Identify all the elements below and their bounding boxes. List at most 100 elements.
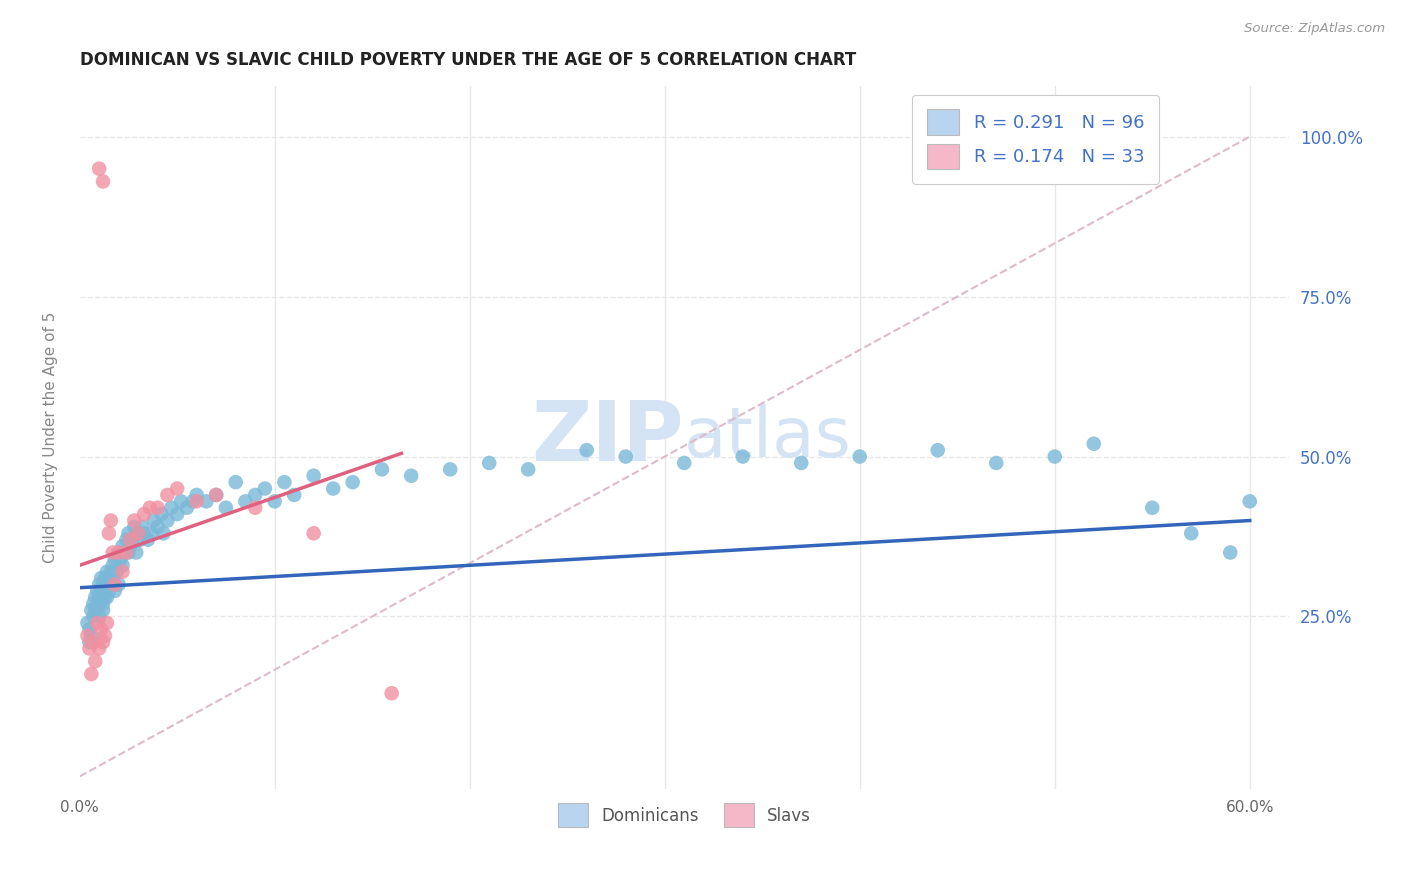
Point	[100, 565, 122, 579]
Point	[181, 494, 204, 508]
Point	[273, 475, 295, 490]
Point	[225, 475, 247, 490]
Point	[104, 583, 127, 598]
Y-axis label: Child Poverty Under the Age of 5: Child Poverty Under the Age of 5	[44, 311, 58, 563]
Point	[731, 450, 754, 464]
Point	[614, 450, 637, 464]
Point	[517, 462, 540, 476]
Point	[84, 591, 107, 605]
Point	[100, 577, 122, 591]
Point	[104, 552, 127, 566]
Point	[96, 577, 118, 591]
Point	[82, 635, 104, 649]
Point	[205, 488, 228, 502]
Point	[96, 615, 118, 630]
Point	[575, 443, 598, 458]
Point	[129, 533, 152, 547]
Point	[86, 583, 108, 598]
Point	[94, 583, 117, 598]
Point	[94, 629, 117, 643]
Point	[82, 609, 104, 624]
Point	[283, 488, 305, 502]
Point	[89, 641, 111, 656]
Point	[136, 533, 159, 547]
Point	[110, 552, 132, 566]
Point	[122, 514, 145, 528]
Point	[439, 462, 461, 476]
Point	[115, 533, 138, 547]
Text: DOMINICAN VS SLAVIC CHILD POVERTY UNDER THE AGE OF 5 CORRELATION CHART: DOMINICAN VS SLAVIC CHILD POVERTY UNDER …	[80, 51, 856, 69]
Point	[790, 456, 813, 470]
Point	[80, 629, 103, 643]
Point	[132, 526, 155, 541]
Text: ZIP: ZIP	[531, 397, 685, 478]
Text: atlas: atlas	[685, 404, 852, 471]
Point	[107, 545, 129, 559]
Point	[91, 174, 114, 188]
Point	[101, 571, 124, 585]
Text: Source: ZipAtlas.com: Source: ZipAtlas.com	[1244, 22, 1385, 36]
Point	[132, 507, 155, 521]
Point	[1180, 526, 1202, 541]
Point	[117, 526, 139, 541]
Point	[342, 475, 364, 490]
Point	[322, 482, 344, 496]
Point	[186, 488, 208, 502]
Point	[1083, 436, 1105, 450]
Point	[139, 500, 162, 515]
Point	[80, 603, 103, 617]
Point	[82, 597, 104, 611]
Point	[170, 494, 193, 508]
Point	[160, 500, 183, 515]
Point	[152, 526, 174, 541]
Point	[89, 591, 111, 605]
Point	[111, 565, 134, 579]
Point	[91, 577, 114, 591]
Point	[176, 500, 198, 515]
Point	[96, 591, 118, 605]
Point	[141, 526, 163, 541]
Point	[125, 545, 148, 559]
Point	[97, 526, 120, 541]
Point	[986, 456, 1008, 470]
Point	[166, 482, 188, 496]
Point	[104, 577, 127, 591]
Point	[96, 565, 118, 579]
Point	[1142, 500, 1164, 515]
Point	[166, 507, 188, 521]
Point	[111, 539, 134, 553]
Point	[107, 545, 129, 559]
Point	[105, 565, 128, 579]
Point	[100, 514, 122, 528]
Point	[253, 482, 276, 496]
Point	[263, 494, 285, 508]
Point	[399, 468, 422, 483]
Point	[84, 603, 107, 617]
Point	[80, 667, 103, 681]
Legend: Dominicans, Slavs: Dominicans, Slavs	[551, 797, 817, 834]
Point	[114, 545, 136, 559]
Point	[115, 545, 138, 559]
Point	[79, 622, 101, 636]
Point	[156, 488, 179, 502]
Point	[117, 545, 139, 559]
Point	[86, 615, 108, 630]
Point	[1239, 494, 1261, 508]
Point	[94, 571, 117, 585]
Point	[1043, 450, 1066, 464]
Point	[121, 533, 143, 547]
Point	[76, 629, 98, 643]
Point	[111, 558, 134, 573]
Point	[89, 161, 111, 176]
Point	[848, 450, 870, 464]
Point	[97, 571, 120, 585]
Point	[127, 526, 149, 541]
Point	[186, 494, 208, 508]
Point	[156, 514, 179, 528]
Point	[79, 635, 101, 649]
Point	[371, 462, 394, 476]
Point	[927, 443, 949, 458]
Point	[89, 597, 111, 611]
Point	[101, 558, 124, 573]
Point	[90, 583, 112, 598]
